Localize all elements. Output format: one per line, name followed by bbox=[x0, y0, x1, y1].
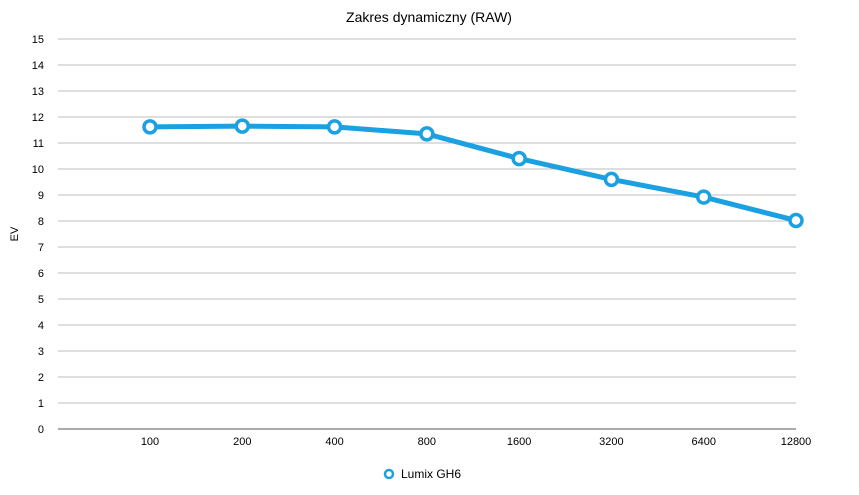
y-tick-label: 13 bbox=[32, 86, 44, 98]
y-axis-label: EV bbox=[9, 226, 21, 241]
x-tick-label: 6400 bbox=[691, 436, 715, 448]
y-tick-label: 7 bbox=[38, 242, 44, 254]
legend-marker bbox=[383, 468, 395, 480]
x-tick-label: 1600 bbox=[507, 436, 531, 448]
y-tick-label: 2 bbox=[38, 372, 44, 384]
y-tick-label: 11 bbox=[33, 138, 44, 150]
data-point bbox=[142, 119, 158, 135]
chart-title: Zakres dynamiczny (RAW) bbox=[346, 9, 512, 25]
y-tick-label: 0 bbox=[38, 424, 44, 436]
data-point bbox=[603, 171, 620, 188]
legend: Lumix GH6 bbox=[383, 467, 461, 481]
y-tick-label: 6 bbox=[38, 268, 44, 280]
y-tick-label: 1 bbox=[38, 398, 44, 410]
legend-label: Lumix GH6 bbox=[401, 467, 461, 481]
y-tick-label: 10 bbox=[32, 164, 44, 176]
x-tick-label: 12800 bbox=[781, 436, 812, 448]
y-tick-label: 9 bbox=[38, 190, 44, 202]
y-tick-label: 15 bbox=[32, 34, 44, 46]
x-tick-label: 400 bbox=[325, 436, 343, 448]
y-tick-label: 12 bbox=[32, 112, 44, 124]
data-point bbox=[788, 212, 804, 229]
data-point bbox=[234, 118, 251, 134]
y-tick-label: 5 bbox=[38, 294, 44, 306]
data-point bbox=[419, 126, 435, 142]
x-tick-label: 200 bbox=[233, 436, 251, 448]
x-tick-label: 100 bbox=[141, 436, 159, 448]
y-tick-label: 8 bbox=[38, 216, 44, 228]
x-axis-ticks: 100 200 400 800 1600 3200 6400 12800 bbox=[141, 436, 811, 448]
series-line bbox=[147, 123, 799, 223]
gridlines bbox=[58, 38, 796, 430]
y-tick-label: 4 bbox=[38, 320, 44, 332]
x-tick-label: 800 bbox=[418, 436, 436, 448]
y-tick-label: 3 bbox=[38, 346, 44, 358]
series-layer bbox=[142, 118, 804, 229]
x-tick-label: 3200 bbox=[599, 436, 623, 448]
data-point bbox=[326, 119, 343, 135]
data-point bbox=[511, 150, 527, 167]
data-point bbox=[695, 189, 712, 205]
y-tick-label: 14 bbox=[32, 60, 44, 72]
